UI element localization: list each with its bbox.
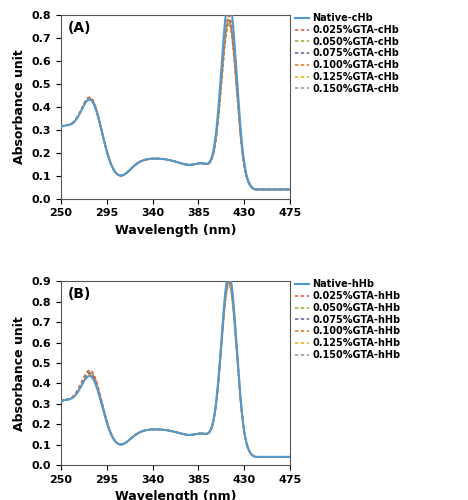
Y-axis label: Absorbance unit: Absorbance unit	[13, 50, 26, 164]
X-axis label: Wavelength (nm): Wavelength (nm)	[115, 224, 236, 237]
X-axis label: Wavelength (nm): Wavelength (nm)	[115, 490, 236, 500]
Text: (B): (B)	[68, 287, 91, 301]
Legend: Native-hHb, 0.025%GTA-hHb, 0.050%GTA-hHb, 0.075%GTA-hHb, 0.100%GTA-hHb, 0.125%GT: Native-hHb, 0.025%GTA-hHb, 0.050%GTA-hHb…	[295, 280, 400, 360]
Legend: Native-cHb, 0.025%GTA-cHb, 0.050%GTA-cHb, 0.075%GTA-cHb, 0.100%GTA-cHb, 0.125%GT: Native-cHb, 0.025%GTA-cHb, 0.050%GTA-cHb…	[295, 13, 399, 94]
Text: (A): (A)	[68, 20, 91, 34]
Y-axis label: Absorbance unit: Absorbance unit	[13, 316, 26, 430]
